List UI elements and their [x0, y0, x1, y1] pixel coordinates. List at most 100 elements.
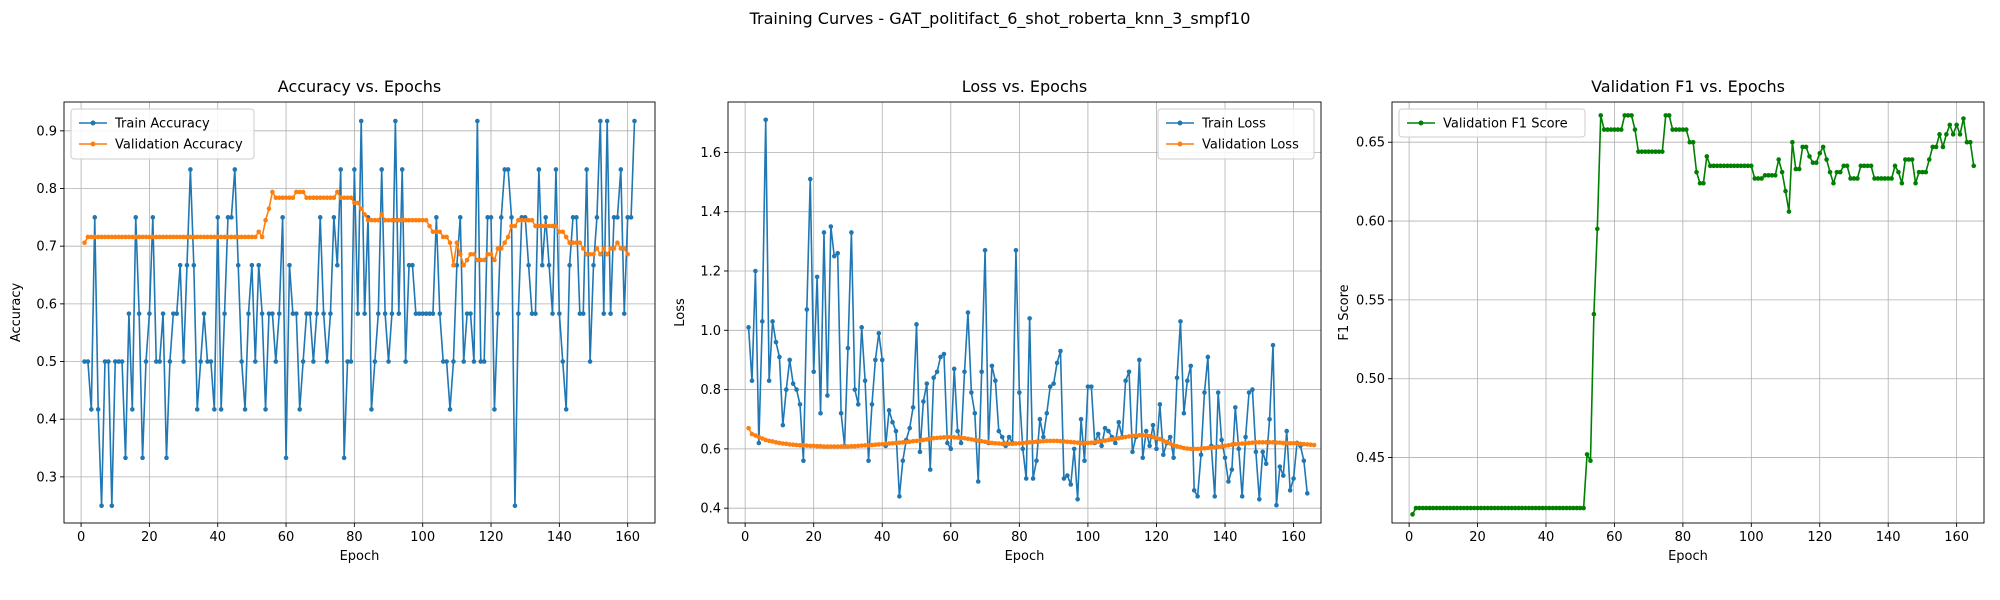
data-point — [406, 262, 412, 268]
data-point — [1191, 446, 1197, 452]
data-point — [924, 381, 930, 386]
data-point — [1458, 505, 1463, 511]
data-point — [290, 195, 296, 201]
data-point — [1858, 163, 1864, 169]
data-point — [982, 247, 988, 253]
data-point — [1499, 505, 1504, 511]
data-point — [294, 189, 299, 195]
data-point — [485, 215, 490, 220]
data-point — [1102, 425, 1108, 431]
data-point — [225, 215, 231, 220]
data-point — [914, 322, 919, 327]
data-point — [1075, 440, 1080, 445]
data-point — [1212, 445, 1218, 450]
data-point — [1516, 505, 1521, 511]
data-point — [1906, 157, 1912, 162]
data-point — [205, 234, 210, 240]
data-point — [873, 442, 878, 448]
data-point — [1636, 149, 1641, 154]
data-point — [393, 118, 398, 124]
data-point — [410, 217, 415, 223]
data-point — [1909, 157, 1915, 162]
data-point — [1810, 160, 1816, 166]
data-point — [526, 262, 531, 268]
data-point — [993, 378, 998, 383]
data-point — [979, 438, 984, 444]
data-point — [1106, 437, 1111, 443]
data-point — [759, 436, 765, 441]
data-point — [869, 402, 875, 407]
data-point — [1020, 446, 1026, 452]
data-point — [574, 240, 579, 246]
data-point — [1495, 505, 1501, 511]
data-point — [1837, 169, 1843, 175]
data-point — [859, 325, 864, 330]
data-point — [1868, 163, 1874, 169]
data-point — [171, 311, 176, 316]
data-point — [1260, 440, 1266, 445]
data-point — [591, 262, 596, 268]
data-point — [1047, 384, 1053, 389]
data-point — [287, 195, 292, 201]
data-point — [307, 195, 313, 201]
data-point — [546, 223, 552, 229]
data-point — [1027, 440, 1032, 445]
data-point — [621, 311, 627, 316]
data-point — [1051, 381, 1056, 386]
data-point — [1848, 176, 1853, 181]
data-point — [1071, 440, 1077, 445]
data-point — [1796, 166, 1802, 172]
data-point — [1233, 441, 1238, 447]
data-point — [495, 246, 501, 251]
data-point — [1239, 494, 1245, 499]
x-axis-label: Epoch — [1668, 549, 1708, 564]
data-point — [454, 262, 460, 268]
data-point — [969, 437, 974, 442]
data-point — [621, 246, 627, 251]
data-point — [143, 234, 149, 240]
data-point — [1226, 479, 1231, 484]
data-point — [1253, 449, 1259, 455]
data-point — [1738, 163, 1744, 169]
data-point — [1202, 445, 1207, 451]
data-point — [1140, 432, 1146, 438]
data-point — [164, 234, 169, 240]
data-point — [1071, 446, 1077, 452]
data-point — [553, 167, 559, 172]
data-point — [1274, 440, 1279, 445]
data-point — [1707, 163, 1713, 169]
data-point — [1605, 127, 1610, 132]
data-point — [1492, 505, 1497, 511]
chart-title: Loss vs. Epochs — [962, 77, 1087, 96]
data-point — [1058, 348, 1063, 354]
data-point — [1735, 163, 1740, 169]
data-point — [328, 311, 333, 316]
data-point — [1030, 476, 1036, 481]
data-point — [379, 212, 385, 217]
data-point — [611, 215, 617, 220]
data-point — [1205, 445, 1211, 451]
data-point — [1820, 144, 1826, 150]
data-point — [1006, 434, 1012, 440]
data-point — [372, 217, 378, 223]
data-point — [1078, 440, 1084, 446]
data-point — [1308, 442, 1314, 448]
data-point — [849, 230, 854, 235]
data-point — [1560, 505, 1566, 511]
data-point — [945, 440, 950, 446]
data-point — [437, 229, 443, 235]
data-point — [481, 359, 487, 364]
x-tick-label: 40 — [209, 530, 226, 545]
data-point — [1817, 150, 1823, 156]
data-point — [102, 359, 108, 364]
data-point — [451, 359, 456, 364]
data-point — [194, 407, 200, 412]
data-point — [502, 167, 507, 172]
data-point — [550, 223, 555, 229]
legend-swatch-marker — [1418, 120, 1424, 126]
data-point — [766, 438, 772, 444]
data-point — [481, 257, 487, 263]
data-point — [461, 359, 466, 364]
data-point — [529, 311, 535, 316]
data-point — [171, 234, 176, 240]
